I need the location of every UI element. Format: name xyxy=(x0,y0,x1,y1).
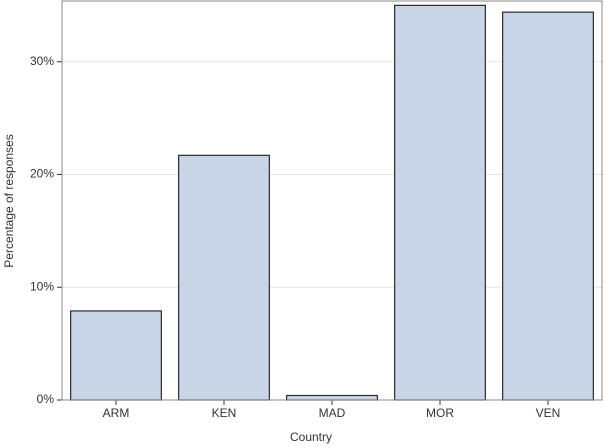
x-tick-label: MOR xyxy=(426,406,454,420)
y-tick-label: 20% xyxy=(30,167,54,181)
x-tick-label: KEN xyxy=(212,406,237,420)
y-tick-label: 10% xyxy=(30,279,54,293)
bar xyxy=(286,394,378,401)
bar xyxy=(178,154,270,401)
bar xyxy=(394,4,486,401)
x-axis-label: Country xyxy=(290,430,332,444)
x-tick-label: MAD xyxy=(319,406,346,420)
y-tick-label: 30% xyxy=(30,54,54,68)
y-tick-label: 0% xyxy=(37,392,55,406)
x-tick-label: VEN xyxy=(536,406,561,420)
plot-frame xyxy=(61,0,603,401)
bar xyxy=(70,310,162,401)
x-tick-label: ARM xyxy=(103,406,130,420)
bar xyxy=(502,11,594,401)
y-axis-label: Percentage of responses xyxy=(2,134,16,267)
